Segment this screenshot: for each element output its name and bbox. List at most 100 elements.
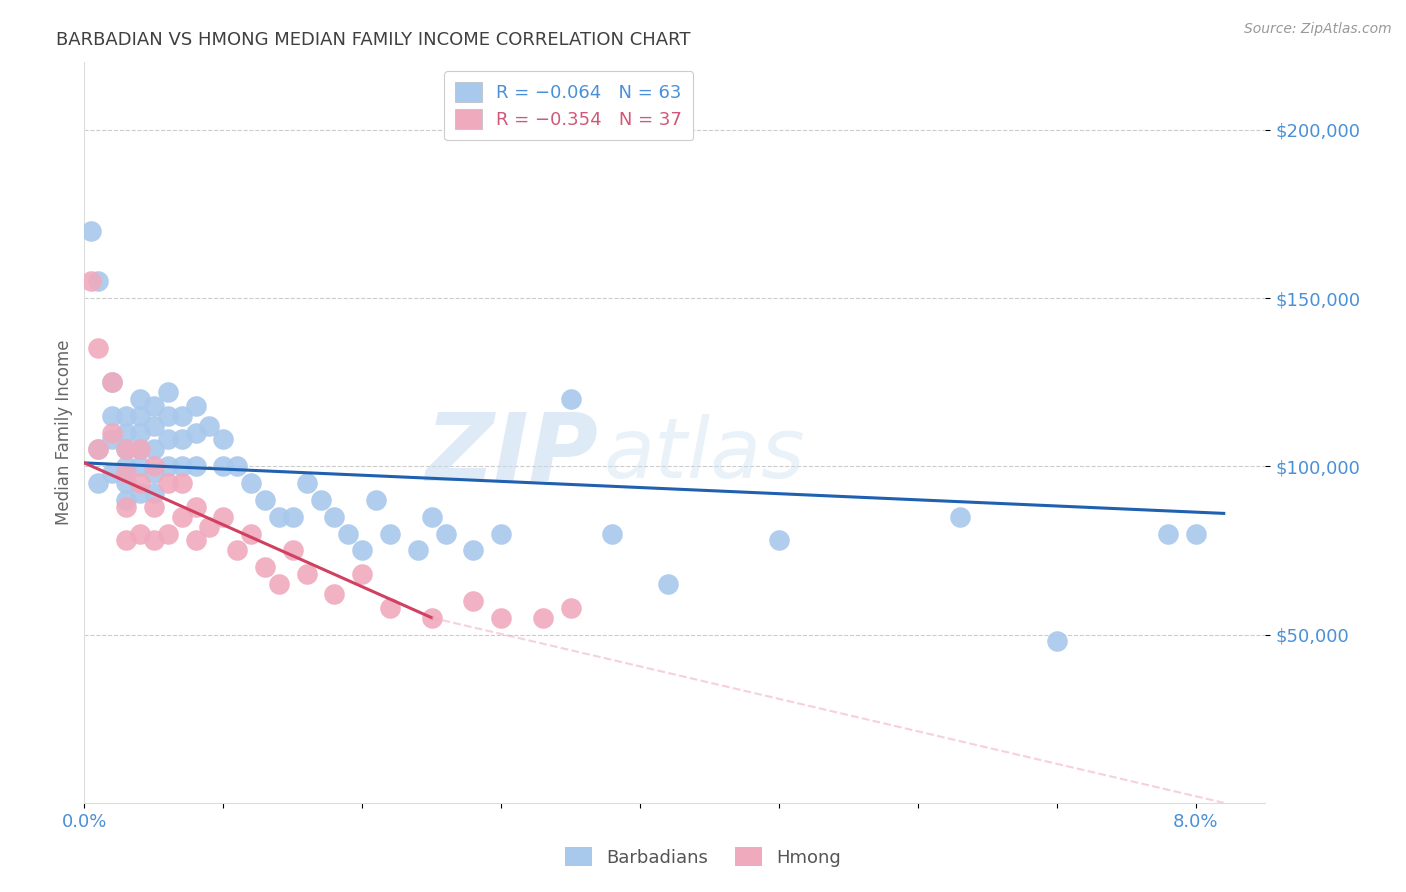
Point [129,392,152,406]
Point [366,492,388,507]
Point [170,476,193,491]
Point [489,610,512,624]
Point [142,486,165,500]
Point [115,500,138,514]
Point [115,533,138,548]
Point [267,577,290,591]
Point [115,466,138,480]
Point [101,375,124,389]
Point [80,224,103,238]
Point [420,610,443,624]
Point [87,342,110,356]
Point [142,442,165,457]
Point [156,409,179,423]
Point [129,476,152,491]
Point [378,600,401,615]
Point [281,543,304,558]
Point [129,442,152,457]
Point [253,560,276,574]
Point [406,543,429,558]
Point [115,409,138,423]
Point [87,442,110,457]
Point [129,486,152,500]
Point [129,526,152,541]
Point [142,418,165,433]
Point [101,425,124,440]
Point [115,442,138,457]
Point [184,533,207,548]
Point [560,392,582,406]
Point [129,425,152,440]
Point [1046,634,1069,648]
Point [212,509,235,524]
Point [156,459,179,474]
Point [240,476,263,491]
Point [337,526,360,541]
Point [156,526,179,541]
Point [434,526,457,541]
Point [226,543,249,558]
Point [87,476,110,491]
Point [170,433,193,447]
Point [281,509,304,524]
Point [170,509,193,524]
Point [101,375,124,389]
Legend: Barbadians, Hmong: Barbadians, Hmong [557,840,849,874]
Point [170,409,193,423]
Point [489,526,512,541]
Point [295,476,318,491]
Point [560,600,582,615]
Point [115,459,138,474]
Text: atlas: atlas [605,414,806,495]
Point [129,442,152,457]
Y-axis label: Median Family Income: Median Family Income [55,340,73,525]
Point [87,274,110,288]
Point [156,385,179,400]
Point [309,492,332,507]
Point [156,433,179,447]
Point [240,526,263,541]
Point [352,566,374,581]
Point [87,442,110,457]
Text: BARBADIAN VS HMONG MEDIAN FAMILY INCOME CORRELATION CHART: BARBADIAN VS HMONG MEDIAN FAMILY INCOME … [56,31,690,49]
Point [129,459,152,474]
Point [323,509,346,524]
Point [115,442,138,457]
Point [420,509,443,524]
Point [657,577,679,591]
Point [212,459,235,474]
Point [142,500,165,514]
Point [101,433,124,447]
Point [184,399,207,413]
Point [184,459,207,474]
Point [184,425,207,440]
Point [170,459,193,474]
Point [323,587,346,601]
Point [463,543,485,558]
Point [198,418,221,433]
Point [352,543,374,558]
Point [267,509,290,524]
Point [463,594,485,608]
Point [226,459,249,474]
Point [295,566,318,581]
Point [142,466,165,480]
Point [142,399,165,413]
Point [184,500,207,514]
Point [602,526,624,541]
Point [1185,526,1208,541]
Text: Source: ZipAtlas.com: Source: ZipAtlas.com [1244,22,1392,37]
Point [101,409,124,423]
Point [949,509,972,524]
Point [115,492,138,507]
Point [142,533,165,548]
Point [101,466,124,480]
Point [198,520,221,534]
Point [768,533,790,548]
Point [212,433,235,447]
Point [531,610,554,624]
Legend: R = −0.064   N = 63, R = −0.354   N = 37: R = −0.064 N = 63, R = −0.354 N = 37 [444,71,693,140]
Point [253,492,276,507]
Point [115,425,138,440]
Point [80,274,103,288]
